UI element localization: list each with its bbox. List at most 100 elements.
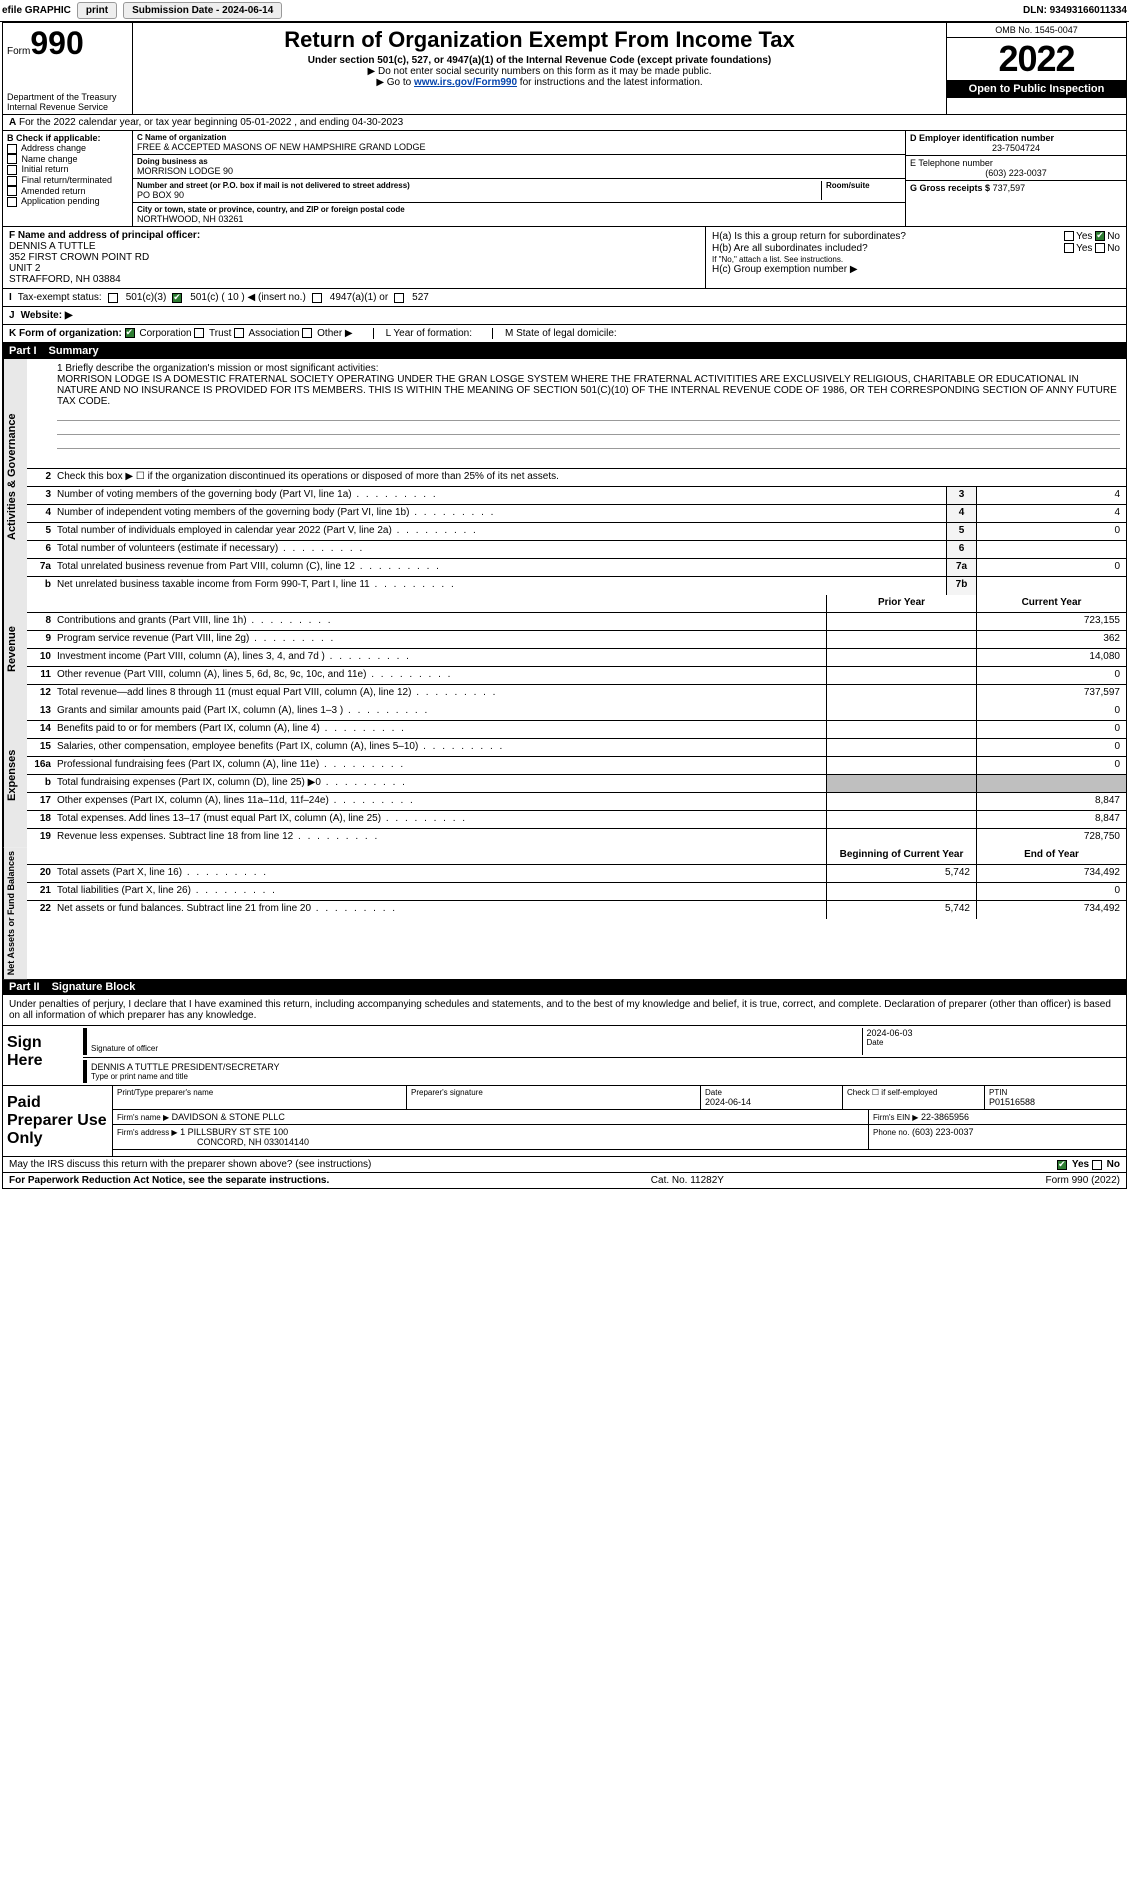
line-num: 5 bbox=[27, 523, 53, 540]
check-discuss-no[interactable] bbox=[1092, 1160, 1102, 1170]
prior-value bbox=[826, 721, 976, 738]
officer-name: DENNIS A TUTTLE bbox=[9, 241, 699, 252]
check-527[interactable] bbox=[394, 293, 404, 303]
ein-label: D Employer identification number bbox=[910, 133, 1122, 143]
line-text: Revenue less expenses. Subtract line 18 … bbox=[53, 829, 826, 847]
current-value: 728,750 bbox=[976, 829, 1126, 847]
firm-name: DAVIDSON & STONE PLLC bbox=[172, 1112, 285, 1122]
label-yes: Yes bbox=[1076, 231, 1092, 242]
line-19: 19Revenue less expenses. Subtract line 1… bbox=[27, 829, 1126, 847]
firm-phone-label: Phone no. bbox=[873, 1128, 909, 1137]
label-no-2: No bbox=[1107, 243, 1120, 254]
phone-value: (603) 223-0037 bbox=[910, 168, 1122, 178]
opt-4947: 4947(a)(1) or bbox=[330, 292, 388, 303]
self-emp-check: Check ☐ if self-employed bbox=[847, 1088, 980, 1097]
tax-year: 2022 bbox=[998, 38, 1074, 79]
line-value: 0 bbox=[976, 559, 1126, 576]
opt-501c3: 501(c)(3) bbox=[126, 292, 167, 303]
firm-name-label: Firm's name ▶ bbox=[117, 1113, 169, 1122]
check-name-change[interactable] bbox=[7, 154, 17, 164]
line-14: 14Benefits paid to or for members (Part … bbox=[27, 721, 1126, 739]
header-mid: Return of Organization Exempt From Incom… bbox=[133, 23, 946, 114]
check-assoc[interactable] bbox=[234, 328, 244, 338]
gross-value: 737,597 bbox=[993, 183, 1026, 193]
side-revenue: Revenue bbox=[3, 595, 27, 703]
line-text: Number of independent voting members of … bbox=[53, 505, 946, 522]
ein-value: 23-7504724 bbox=[910, 143, 1122, 153]
prior-value bbox=[826, 685, 976, 703]
tax-exempt-label: Tax-exempt status: bbox=[18, 292, 102, 303]
perjury-statement: Under penalties of perjury, I declare th… bbox=[3, 995, 1126, 1026]
label-address-change: Address change bbox=[21, 143, 86, 153]
line-num: 10 bbox=[27, 649, 53, 666]
check-4947[interactable] bbox=[312, 293, 322, 303]
part-1-title: Summary bbox=[49, 345, 99, 357]
current-value: 0 bbox=[976, 883, 1126, 900]
prior-value bbox=[826, 811, 976, 828]
section-c: C Name of organization FREE & ACCEPTED M… bbox=[133, 131, 906, 226]
line-text: Total unrelated business revenue from Pa… bbox=[53, 559, 946, 576]
firm-addr1: 1 PILLSBURY ST STE 100 bbox=[180, 1127, 288, 1137]
submission-date-button[interactable]: Submission Date - 2024-06-14 bbox=[123, 2, 282, 19]
check-final-return[interactable] bbox=[7, 176, 17, 186]
prior-value bbox=[826, 829, 976, 847]
subtitle-3-pre: ▶ Go to bbox=[376, 77, 414, 88]
check-501c[interactable] bbox=[172, 293, 182, 303]
check-501c3[interactable] bbox=[108, 293, 118, 303]
print-button[interactable]: print bbox=[77, 2, 117, 19]
line-box: 7a bbox=[946, 559, 976, 576]
line-text: Total number of volunteers (estimate if … bbox=[53, 541, 946, 558]
line-22: 22Net assets or fund balances. Subtract … bbox=[27, 901, 1126, 919]
form-frame: Form990 Department of the Treasury Inter… bbox=[2, 22, 1127, 1189]
check-hb-yes[interactable] bbox=[1064, 243, 1074, 253]
form990-link[interactable]: www.irs.gov/Form990 bbox=[414, 77, 517, 88]
row-j: J Website: ▶ bbox=[3, 307, 1126, 325]
check-discuss-yes[interactable] bbox=[1057, 1160, 1067, 1170]
check-ha-no[interactable] bbox=[1095, 231, 1105, 241]
addr-value: PO BOX 90 bbox=[137, 190, 821, 200]
line-text: Grants and similar amounts paid (Part IX… bbox=[53, 703, 826, 720]
ptin-label: PTIN bbox=[989, 1088, 1122, 1097]
line-15: 15Salaries, other compensation, employee… bbox=[27, 739, 1126, 757]
sig-date-label: Date bbox=[867, 1038, 1123, 1047]
irs-label: Internal Revenue Service bbox=[7, 102, 128, 112]
check-amended[interactable] bbox=[7, 186, 17, 196]
check-address-change[interactable] bbox=[7, 144, 17, 154]
line-2: 2 Check this box ▶ ☐ if the organization… bbox=[27, 469, 1126, 487]
paid-preparer-block: Paid Preparer Use Only Print/Type prepar… bbox=[3, 1085, 1126, 1156]
cat-no: Cat. No. 11282Y bbox=[651, 1175, 724, 1186]
org-name: FREE & ACCEPTED MASONS OF NEW HAMPSHIRE … bbox=[137, 142, 901, 152]
check-app-pending[interactable] bbox=[7, 197, 17, 207]
prep-date: 2024-06-14 bbox=[705, 1097, 838, 1107]
line-text: Salaries, other compensation, employee b… bbox=[53, 739, 826, 756]
check-corp[interactable] bbox=[125, 328, 135, 338]
line-num: 15 bbox=[27, 739, 53, 756]
line-text: Other expenses (Part IX, column (A), lin… bbox=[53, 793, 826, 810]
check-trust[interactable] bbox=[194, 328, 204, 338]
h-c-label: H(c) Group exemption number ▶ bbox=[712, 264, 1120, 275]
check-initial-return[interactable] bbox=[7, 165, 17, 175]
check-hb-no[interactable] bbox=[1095, 243, 1105, 253]
line-9: 9Program service revenue (Part VIII, lin… bbox=[27, 631, 1126, 649]
check-other[interactable] bbox=[302, 328, 312, 338]
line-num: 20 bbox=[27, 865, 53, 882]
prior-value: 5,742 bbox=[826, 901, 976, 919]
prior-value bbox=[826, 757, 976, 774]
section-de: D Employer identification number 23-7504… bbox=[906, 131, 1126, 226]
subtitle-2: ▶ Do not enter social security numbers o… bbox=[139, 66, 940, 77]
line-num: 17 bbox=[27, 793, 53, 810]
sign-here-label: Sign Here bbox=[3, 1026, 83, 1085]
opt-527: 527 bbox=[412, 292, 429, 303]
governance-section: Activities & Governance 1 Briefly descri… bbox=[3, 359, 1126, 595]
line-7a: 7aTotal unrelated business revenue from … bbox=[27, 559, 1126, 577]
line-text: Net assets or fund balances. Subtract li… bbox=[53, 901, 826, 919]
side-governance: Activities & Governance bbox=[3, 359, 27, 595]
col-prior: Prior Year bbox=[826, 595, 976, 612]
form-title: Return of Organization Exempt From Incom… bbox=[139, 27, 940, 53]
check-ha-yes[interactable] bbox=[1064, 231, 1074, 241]
line-4: 4Number of independent voting members of… bbox=[27, 505, 1126, 523]
current-value: 723,155 bbox=[976, 613, 1126, 630]
line-10: 10Investment income (Part VIII, column (… bbox=[27, 649, 1126, 667]
line-num: 14 bbox=[27, 721, 53, 738]
topbar: efile GRAPHIC print Submission Date - 20… bbox=[0, 0, 1129, 22]
